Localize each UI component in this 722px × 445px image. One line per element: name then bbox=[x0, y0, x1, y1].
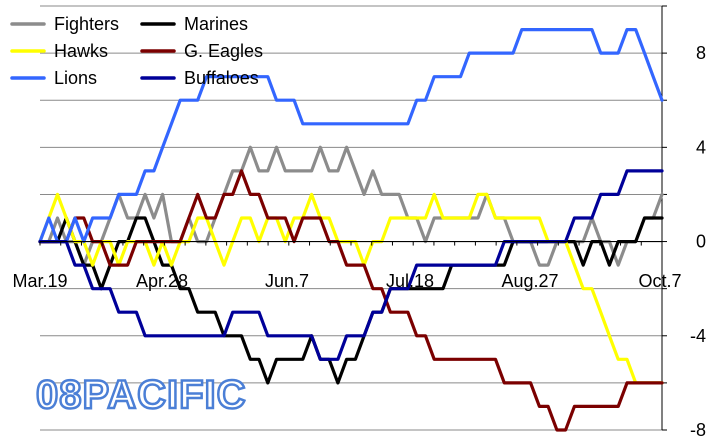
legend-label-buffaloes: Buffaloes bbox=[184, 68, 259, 88]
legend-label-g-eagles: G. Eagles bbox=[184, 41, 263, 61]
watermark-text: 08PACIFIC bbox=[36, 373, 247, 417]
x-tick-label: Jul.18 bbox=[386, 271, 434, 291]
y-tick-label: 8 bbox=[696, 43, 706, 63]
legend-label-hawks: Hawks bbox=[54, 41, 108, 61]
series-line-lions bbox=[38, 28, 664, 244]
y-tick-label: -8 bbox=[690, 420, 706, 440]
x-tick-label: Apr.28 bbox=[136, 271, 188, 291]
x-tick-label: Oct.7 bbox=[638, 271, 681, 291]
x-tick-label: Aug.27 bbox=[501, 271, 558, 291]
legend-label-lions: Lions bbox=[54, 68, 97, 88]
y-tick-label: 0 bbox=[696, 232, 706, 252]
legend-label-fighters: Fighters bbox=[54, 14, 119, 34]
legend-label-marines: Marines bbox=[184, 14, 248, 34]
x-tick-label: Mar.19 bbox=[12, 271, 67, 291]
x-tick-label: Jun.7 bbox=[265, 271, 309, 291]
y-tick-label: -4 bbox=[690, 326, 706, 346]
y-tick-label: 4 bbox=[696, 137, 706, 157]
